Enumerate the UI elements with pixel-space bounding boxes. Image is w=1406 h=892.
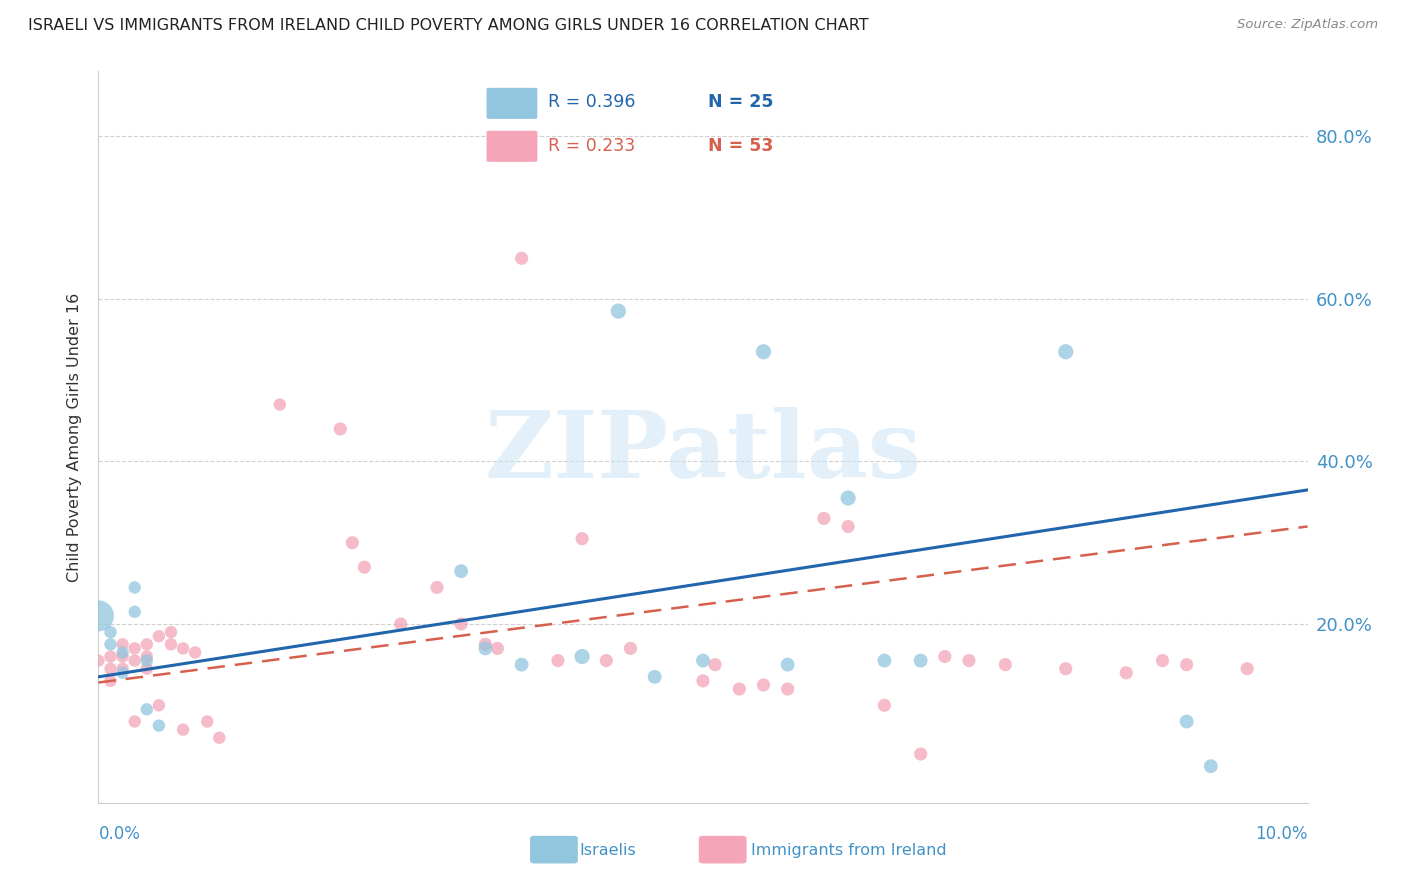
Point bbox=[124, 654, 146, 668]
Text: Source: ZipAtlas.com: Source: ZipAtlas.com bbox=[1237, 18, 1378, 31]
Point bbox=[595, 654, 617, 668]
Point bbox=[752, 344, 775, 359]
Point bbox=[111, 662, 134, 676]
Point bbox=[100, 662, 122, 676]
Point bbox=[111, 645, 134, 659]
Point bbox=[644, 670, 666, 684]
Point bbox=[704, 657, 727, 672]
Point bbox=[873, 654, 896, 668]
Point bbox=[160, 625, 183, 640]
Point bbox=[148, 629, 170, 643]
Point bbox=[486, 641, 509, 656]
Point bbox=[1175, 657, 1198, 672]
Point bbox=[510, 657, 533, 672]
Point bbox=[571, 532, 593, 546]
Point bbox=[474, 637, 496, 651]
Text: Immigrants from Ireland: Immigrants from Ireland bbox=[751, 843, 946, 857]
Point bbox=[111, 665, 134, 680]
Point bbox=[1115, 665, 1137, 680]
Point bbox=[1152, 654, 1174, 668]
Text: 0.0%: 0.0% bbox=[98, 825, 141, 843]
Point bbox=[195, 714, 218, 729]
Point bbox=[100, 625, 122, 640]
Point bbox=[571, 649, 593, 664]
Point bbox=[450, 617, 472, 632]
Point bbox=[353, 560, 375, 574]
Point bbox=[111, 637, 134, 651]
Point bbox=[269, 398, 291, 412]
Point bbox=[148, 718, 170, 732]
Point bbox=[135, 662, 157, 676]
Text: Israelis: Israelis bbox=[579, 843, 636, 857]
Point bbox=[547, 654, 569, 668]
Point bbox=[135, 649, 157, 664]
Point bbox=[124, 641, 146, 656]
Point bbox=[389, 617, 412, 632]
Point bbox=[873, 698, 896, 713]
Point bbox=[208, 731, 231, 745]
Point bbox=[837, 491, 859, 505]
Point bbox=[776, 657, 799, 672]
Point bbox=[111, 649, 134, 664]
Point bbox=[160, 637, 183, 651]
Point bbox=[1199, 759, 1222, 773]
Point bbox=[426, 581, 449, 595]
Point bbox=[87, 654, 110, 668]
Point bbox=[135, 637, 157, 651]
Point bbox=[619, 641, 641, 656]
Point bbox=[692, 654, 714, 668]
Point bbox=[510, 252, 533, 266]
Point bbox=[172, 723, 194, 737]
Point bbox=[329, 422, 352, 436]
Point bbox=[184, 645, 207, 659]
Point bbox=[994, 657, 1017, 672]
Point bbox=[813, 511, 835, 525]
Point bbox=[776, 681, 799, 696]
Point bbox=[752, 678, 775, 692]
Text: ZIPatlas: ZIPatlas bbox=[485, 407, 921, 497]
Point bbox=[728, 681, 751, 696]
Point bbox=[910, 747, 932, 761]
Point bbox=[934, 649, 956, 664]
Point bbox=[910, 654, 932, 668]
Point bbox=[1175, 714, 1198, 729]
Text: ISRAELI VS IMMIGRANTS FROM IRELAND CHILD POVERTY AMONG GIRLS UNDER 16 CORRELATIO: ISRAELI VS IMMIGRANTS FROM IRELAND CHILD… bbox=[28, 18, 869, 33]
Point bbox=[692, 673, 714, 688]
Point bbox=[172, 641, 194, 656]
Point bbox=[957, 654, 980, 668]
Point bbox=[135, 702, 157, 716]
Point bbox=[124, 605, 146, 619]
Point bbox=[342, 535, 364, 549]
Point bbox=[1054, 344, 1077, 359]
Point bbox=[100, 673, 122, 688]
Point bbox=[1054, 662, 1077, 676]
Point bbox=[837, 519, 859, 533]
Point bbox=[1236, 662, 1258, 676]
Point bbox=[100, 637, 122, 651]
Point bbox=[87, 608, 110, 623]
Point bbox=[100, 649, 122, 664]
Point bbox=[135, 654, 157, 668]
Point bbox=[450, 564, 472, 578]
Point bbox=[124, 581, 146, 595]
Y-axis label: Child Poverty Among Girls Under 16: Child Poverty Among Girls Under 16 bbox=[67, 293, 83, 582]
Text: 10.0%: 10.0% bbox=[1256, 825, 1308, 843]
Point bbox=[148, 698, 170, 713]
Point bbox=[124, 714, 146, 729]
Point bbox=[474, 641, 496, 656]
Point bbox=[607, 304, 630, 318]
